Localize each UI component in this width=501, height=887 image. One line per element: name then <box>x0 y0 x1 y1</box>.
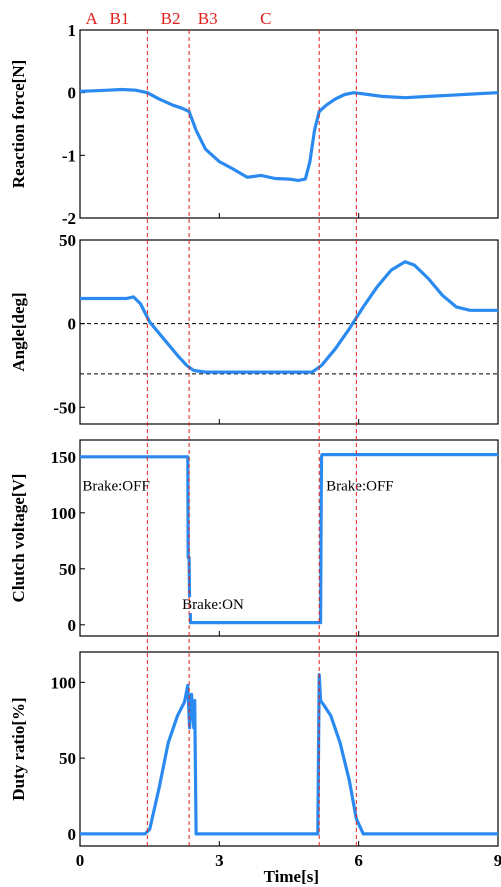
y-axis-label-4: Duty ratio[%] <box>9 697 28 800</box>
y-tick-label: -50 <box>53 398 76 417</box>
series-line-2 <box>80 260 498 374</box>
y-tick-label: 100 <box>51 504 77 523</box>
x-tick-label: 0 <box>76 851 85 870</box>
y-tick-label: 0 <box>68 315 77 334</box>
annotation-background <box>325 478 395 495</box>
phase-label: B1 <box>110 9 130 28</box>
annotation-label: Brake:OFF <box>326 478 394 494</box>
plot-frame-4 <box>79 651 499 847</box>
series-line-4 <box>80 673 498 836</box>
x-tick-label: 6 <box>354 851 363 870</box>
phase-label: B3 <box>198 9 218 28</box>
y-tick-label: 50 <box>59 231 76 250</box>
phase-label: B2 <box>161 9 181 28</box>
y-tick-label: 50 <box>59 560 76 579</box>
phase-label: C <box>260 9 271 28</box>
y-tick-label: 1 <box>68 21 77 40</box>
series-line-1 <box>79 87 499 182</box>
x-tick-label: 9 <box>494 851 501 870</box>
plot-frame-1 <box>79 29 499 219</box>
y-tick-label: 0 <box>68 616 77 635</box>
x-tick-label: 3 <box>215 851 224 870</box>
y-axis-label-1: Reaction force[N] <box>9 60 28 189</box>
y-axis-label-2: Angle[deg] <box>9 292 28 371</box>
annotation-background <box>81 478 151 495</box>
y-axis-label-3: Clutch voltage[V] <box>9 474 28 603</box>
y-tick-label: 0 <box>68 84 77 103</box>
y-tick-label: 0 <box>68 825 77 844</box>
y-tick-label: 150 <box>51 448 77 467</box>
y-tick-label: -1 <box>62 146 76 165</box>
plot-frame-3 <box>79 439 499 637</box>
x-axis-label: Time[s] <box>264 867 319 886</box>
annotation-label: Brake:ON <box>182 597 244 613</box>
y-tick-label: 50 <box>59 749 76 768</box>
y-tick-label: 100 <box>51 673 77 692</box>
y-tick-label: -2 <box>62 209 76 228</box>
phase-label: A <box>85 9 98 28</box>
plot-frame-2 <box>79 239 499 425</box>
annotation-label: Brake:OFF <box>82 478 150 494</box>
annotation-background <box>181 597 245 614</box>
